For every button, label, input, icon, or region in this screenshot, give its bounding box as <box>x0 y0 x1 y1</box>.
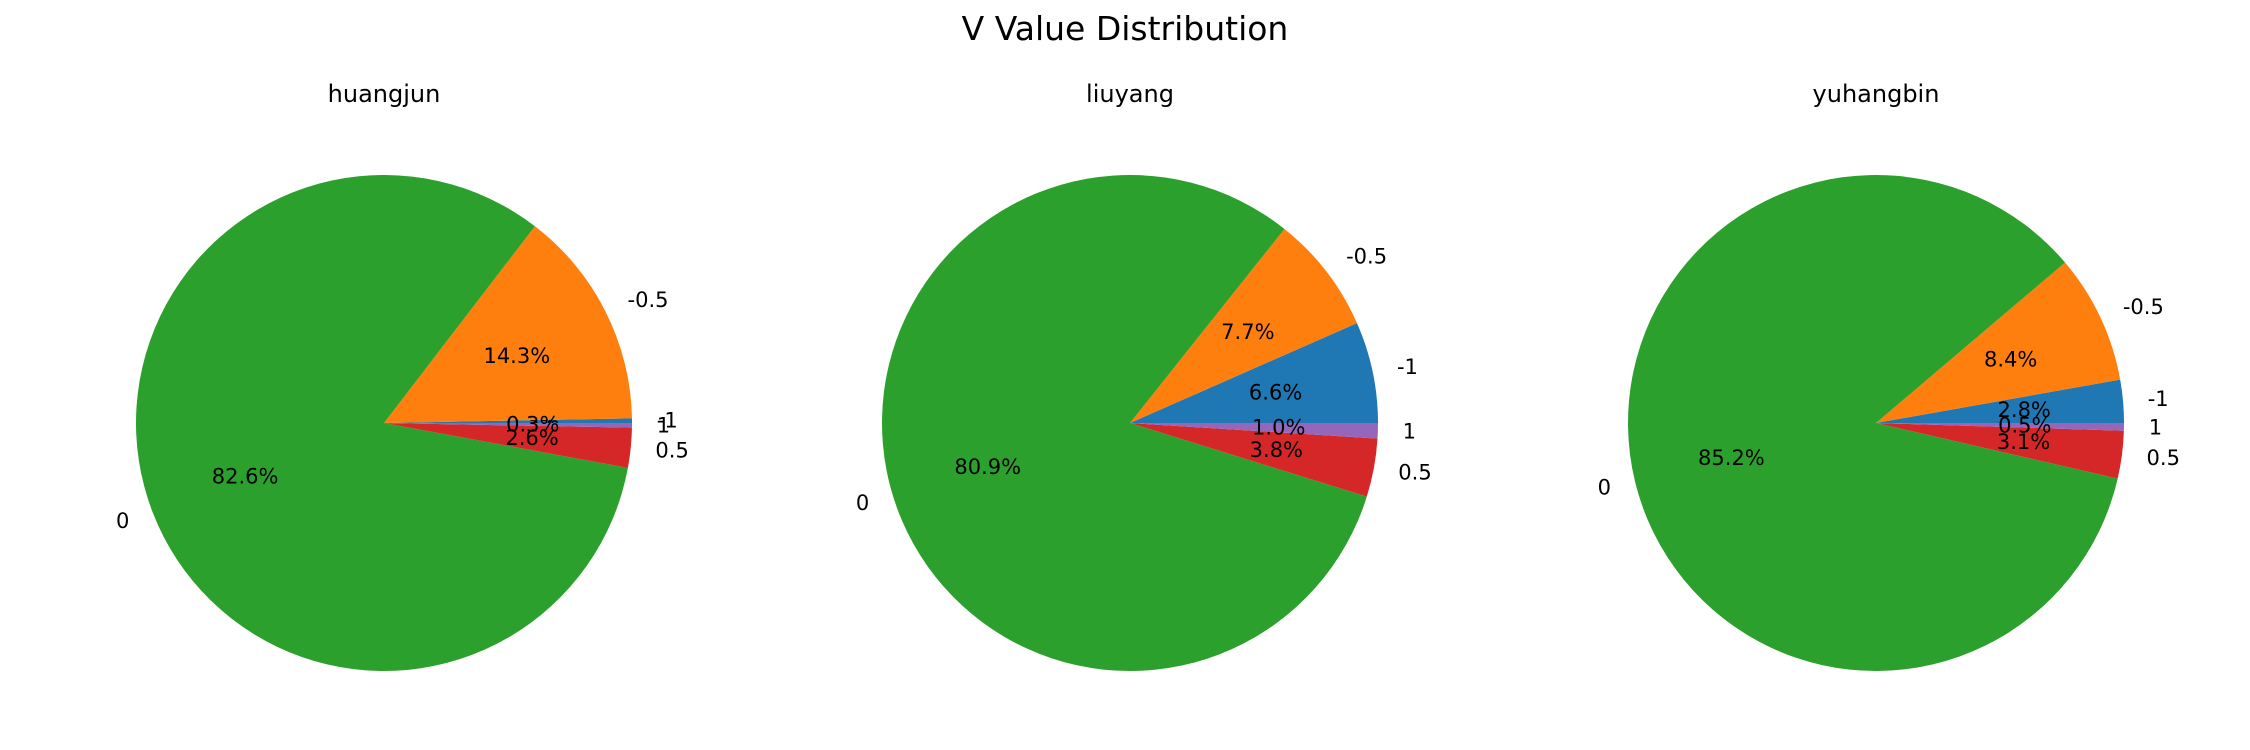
pie-slice-0.5 <box>1130 423 1378 497</box>
pie-slice-1 <box>1130 423 1378 439</box>
slice-percent-label: 3.1% <box>1997 430 2050 454</box>
slice-category-label: -1 <box>2148 387 2169 411</box>
slice-percent-label: 6.6% <box>1249 380 1302 404</box>
slice-percent-label: 2.8% <box>1998 398 2051 422</box>
pie-slice-1 <box>384 423 632 428</box>
slice-percent-label: 82.6% <box>212 464 279 488</box>
slice-percent-label: 1.0% <box>1252 416 1305 440</box>
slice-category-label: 0 <box>116 509 129 533</box>
pie-title: huangjun <box>328 80 441 108</box>
slice-category-label: -0.5 <box>1346 244 1387 268</box>
pie-slice-0.5 <box>1876 423 2124 479</box>
slice-percent-label: 14.3% <box>483 344 550 368</box>
slice-category-label: 1 <box>657 414 670 438</box>
slice-category-label: -1 <box>1397 355 1418 379</box>
slice-category-label: 0.5 <box>1398 460 1431 484</box>
slice-category-label: -0.5 <box>628 288 669 312</box>
pie-yuhangbin: yuhangbin -1 2.8% -0.5 8.4% 0 85.2% 0.5 3.1% 1 0.5… <box>1598 80 2180 671</box>
slice-category-label: 0 <box>1598 476 1611 500</box>
slice-percent-label: 0.3% <box>506 412 559 436</box>
slice-category-label: 0.5 <box>655 438 688 462</box>
pie-slice-0 <box>1628 174 2118 671</box>
pie-slice--0.5 <box>1876 262 2121 423</box>
slice-percent-label: 0.5% <box>1998 413 2051 437</box>
pie-slice-1 <box>1876 423 2124 431</box>
pie-slice--1 <box>384 418 632 423</box>
pie-slice--0.5 <box>1130 228 1357 423</box>
pie-slice--1 <box>1130 323 1378 423</box>
slice-category-label: 0 <box>856 491 869 515</box>
pie-title: liuyang <box>1086 80 1174 108</box>
slice-percent-label: 85.2% <box>1698 446 1765 470</box>
slice-category-label: -0.5 <box>2123 295 2164 319</box>
figure-title: V Value Distribution <box>962 9 1289 48</box>
pie-liuyang: liuyang -1 6.6% -0.5 7.7% 0 80.9% 0.5 3.8% 1 1.0% <box>856 80 1432 671</box>
pie-huangjun: huangjun-10.3%-0.514.3%082.6%0.52.6%10.3… <box>116 80 689 671</box>
slice-category-label: 1 <box>2149 415 2162 439</box>
pie-slice--0.5 <box>384 226 632 423</box>
pie-title: yuhangbin <box>1813 80 1940 108</box>
slice-percent-label: 3.8% <box>1250 438 1303 462</box>
slice-percent-label: 7.7% <box>1221 320 1274 344</box>
slice-percent-label: 8.4% <box>1984 348 2037 372</box>
slice-category-label: 1 <box>1403 420 1416 444</box>
slice-category-label: -1 <box>657 408 678 432</box>
pie-slice-0.5 <box>384 423 632 468</box>
slice-percent-label: 2.6% <box>505 426 558 450</box>
slice-percent-label: 80.9% <box>954 455 1021 479</box>
slice-category-label: 0.5 <box>2147 446 2180 470</box>
pie-slice-0 <box>135 174 628 671</box>
pies-group: huangjun-10.3%-0.514.3%082.6%0.52.6%10.3… <box>116 80 2180 671</box>
pie-slice-0 <box>881 174 1367 671</box>
pie-slice--1 <box>1876 379 2124 423</box>
